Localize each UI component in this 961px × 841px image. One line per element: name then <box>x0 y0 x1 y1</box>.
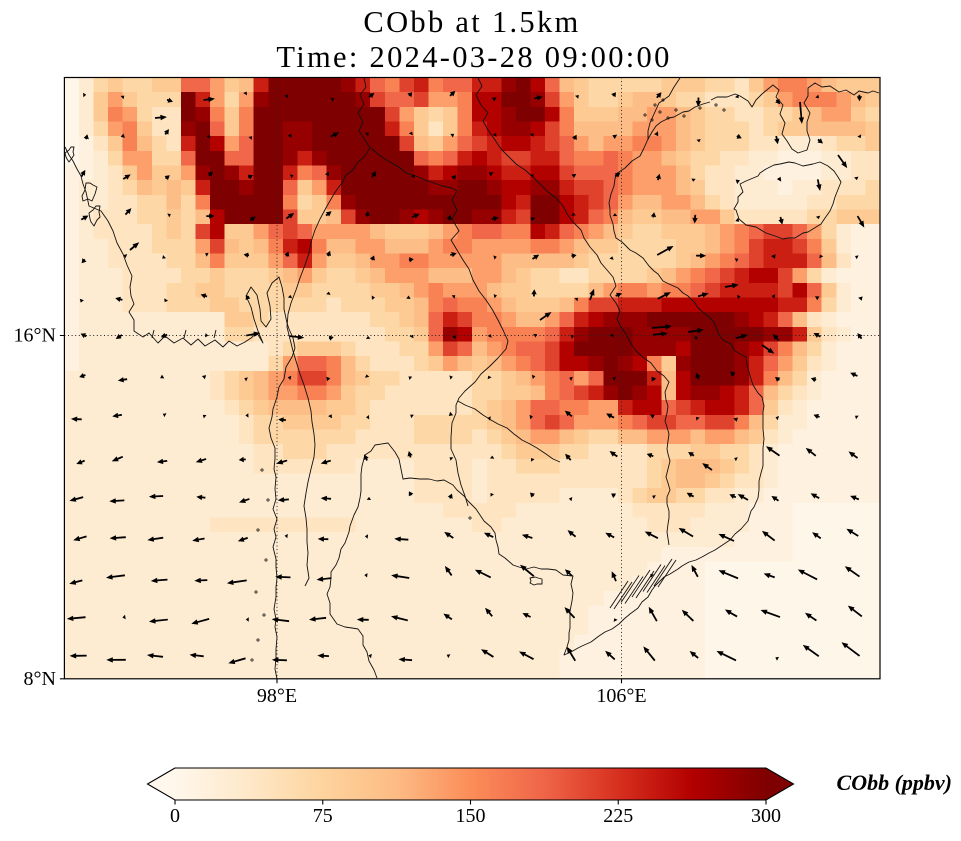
svg-text:150: 150 <box>456 805 486 827</box>
svg-text:8°N: 8°N <box>24 668 56 690</box>
svg-text:225: 225 <box>603 805 633 827</box>
svg-text:16°N: 16°N <box>14 325 56 347</box>
svg-text:0: 0 <box>170 805 180 827</box>
svg-text:300: 300 <box>751 805 781 827</box>
svg-text:106°E: 106°E <box>596 685 646 707</box>
svg-text:75: 75 <box>313 805 333 827</box>
svg-text:CObb (ppbv): CObb (ppbv) <box>837 770 952 795</box>
svg-text:CObb at 1.5km: CObb at 1.5km <box>363 5 580 39</box>
svg-text:Time: 2024-03-28 09:00:00: Time: 2024-03-28 09:00:00 <box>276 40 671 74</box>
svg-text:98°E: 98°E <box>257 685 297 707</box>
